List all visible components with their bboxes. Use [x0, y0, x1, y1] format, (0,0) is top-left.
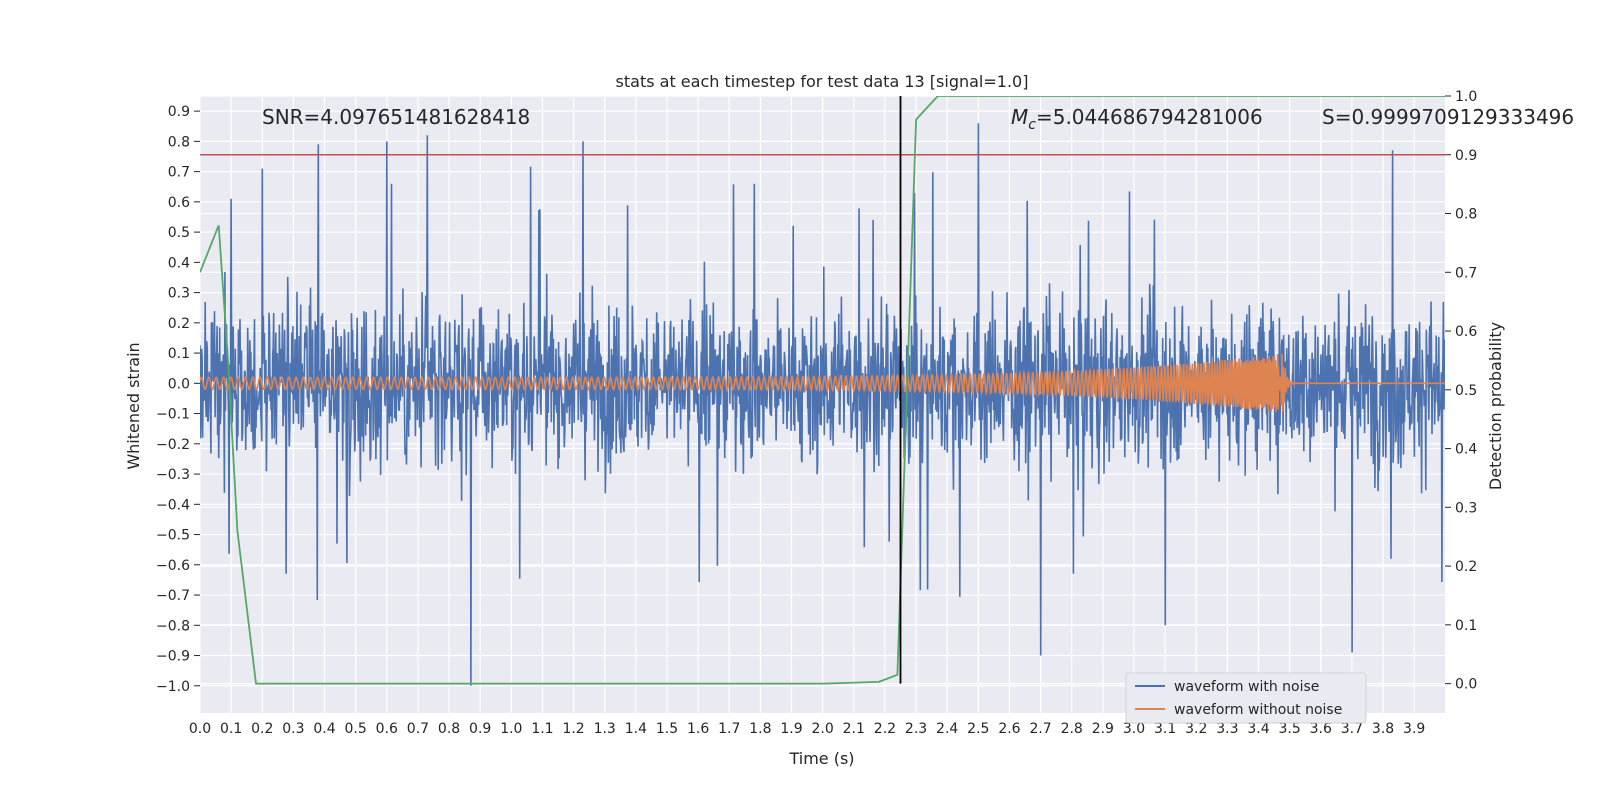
x-tick-label: 2.2 — [874, 721, 896, 737]
x-axis-ticks: 0.0 0.1 0.2 0.3 0.4 0.5 0.6 0.7 0.8 0.9 1.0 1.1 1.2 1… — [189, 721, 1425, 737]
y-tick-label: −0.9 — [156, 649, 190, 665]
x-tick-label: 3.3 — [1216, 721, 1238, 737]
mc-value: =5.044686794281006 — [1036, 105, 1263, 129]
y-tick-label: 0.2 — [168, 316, 190, 332]
y-tick-label: −0.8 — [156, 618, 190, 634]
y-tick-label: 0.6 — [168, 195, 190, 211]
x-tick-label: 1.8 — [749, 721, 771, 737]
x-tick-label: 1.5 — [656, 721, 678, 737]
x-axis-label: Time (s) — [788, 749, 854, 768]
y-tick-label: 0.3 — [168, 286, 190, 302]
y-axis-label: Whitened strain — [124, 342, 143, 469]
y-tick-label: 0.7 — [168, 165, 190, 181]
snr-annotation: SNR=4.097651481628418 — [262, 105, 530, 129]
x-tick-label: 1.3 — [594, 721, 616, 737]
y2-tick-label: 0.9 — [1455, 148, 1477, 164]
s-annotation: S=0.9999709129333496 — [1322, 105, 1574, 129]
x-tick-label: 0.2 — [251, 721, 273, 737]
y2-tick-label: 0.4 — [1455, 442, 1477, 458]
x-tick-label: 1.2 — [562, 721, 584, 737]
y-tick-label: −0.7 — [156, 588, 190, 604]
x-tick-label: 3.6 — [1310, 721, 1332, 737]
mc-symbol: M — [1011, 105, 1028, 129]
series-detection-probability — [200, 96, 1445, 685]
y2-tick-label: 0.6 — [1455, 324, 1477, 340]
legend-label-clean: waveform without noise — [1174, 702, 1342, 718]
mc-subscript: c — [1028, 117, 1036, 133]
x-tick-label: 2.8 — [1061, 721, 1083, 737]
series-waveform-without-noise — [200, 353, 1445, 413]
mc-annotation: Mc=5.044686794281006 — [1011, 105, 1263, 133]
y-tick-label: −0.4 — [156, 497, 190, 513]
y-tick-label: −0.2 — [156, 437, 190, 453]
legend-box — [1125, 672, 1367, 724]
x-tick-label: 2.6 — [998, 721, 1020, 737]
x-tick-label: 3.0 — [1123, 721, 1145, 737]
y2-axis-label: Detection probability — [1486, 322, 1505, 490]
y-tick-label: −1.0 — [156, 679, 190, 695]
x-tick-label: 1.7 — [718, 721, 740, 737]
x-tick-label: 0.6 — [376, 721, 398, 737]
y-tick-label: 0.8 — [168, 134, 190, 150]
x-tick-label: 1.9 — [780, 721, 802, 737]
x-tick-label: 1.4 — [625, 721, 647, 737]
x-tick-label: 0.7 — [407, 721, 429, 737]
x-tick-label: 2.7 — [1029, 721, 1051, 737]
x-tick-label: 3.5 — [1279, 721, 1301, 737]
legend-label-noise: waveform with noise — [1174, 679, 1319, 695]
x-tick-label: 3.2 — [1185, 721, 1207, 737]
y2-tick-label: 0.8 — [1455, 207, 1477, 223]
chart-title: stats at each timestep for test data 13 … — [616, 72, 1029, 91]
y2-tick-label: 1.0 — [1455, 89, 1477, 105]
y2-tick-label: 0.7 — [1455, 265, 1477, 281]
x-tick-label: 3.1 — [1154, 721, 1176, 737]
x-tick-label: 0.9 — [469, 721, 491, 737]
x-tick-label: 0.3 — [282, 721, 304, 737]
x-tick-label: 2.4 — [936, 721, 958, 737]
x-tick-label: 1.0 — [500, 721, 522, 737]
x-tick-label: 3.4 — [1247, 721, 1269, 737]
x-tick-label: 2.0 — [812, 721, 834, 737]
x-tick-label: 0.0 — [189, 721, 211, 737]
y-tick-label: −0.1 — [156, 407, 190, 423]
plot-area — [200, 96, 1445, 686]
y2-tick-label: 0.1 — [1455, 618, 1477, 634]
x-tick-label: 3.9 — [1403, 721, 1425, 737]
x-tick-label: 2.1 — [843, 721, 865, 737]
y-tick-label: −0.3 — [156, 467, 190, 483]
y2-axis-ticks: 0.0 0.1 0.2 0.3 0.4 0.5 0.6 0.7 0.8 0.9 1.0 — [1445, 89, 1477, 693]
x-tick-label: 3.7 — [1341, 721, 1363, 737]
y-tick-label: 0.9 — [168, 104, 190, 120]
x-tick-label: 2.5 — [967, 721, 989, 737]
y2-tick-label: 0.0 — [1455, 677, 1477, 693]
x-tick-label: 3.8 — [1372, 721, 1394, 737]
x-tick-label: 0.1 — [220, 721, 242, 737]
y2-tick-label: 0.2 — [1455, 559, 1477, 575]
series-layer — [200, 96, 1445, 686]
x-tick-label: 1.1 — [531, 721, 553, 737]
y-axis-ticks: −1.0 −0.9 −0.8 −0.7 −0.6 −0.5 −0.4 −0.3 −0.2 −0.1… — [156, 104, 200, 695]
y-tick-label: −0.6 — [156, 558, 190, 574]
y-tick-label: 0.4 — [168, 255, 190, 271]
y-tick-label: −0.5 — [156, 528, 190, 544]
y2-tick-label: 0.3 — [1455, 500, 1477, 516]
x-tick-label: 0.8 — [438, 721, 460, 737]
x-tick-label: 0.4 — [313, 721, 335, 737]
y-tick-label: 0.1 — [168, 346, 190, 362]
x-tick-label: 1.6 — [687, 721, 709, 737]
y2-tick-label: 0.5 — [1455, 383, 1477, 399]
y-tick-label: 0.0 — [168, 376, 190, 392]
x-tick-label: 2.9 — [1092, 721, 1114, 737]
y-tick-label: 0.5 — [168, 225, 190, 241]
x-tick-label: 2.3 — [905, 721, 927, 737]
legend: waveform with noise waveform without noi… — [1125, 672, 1367, 724]
x-tick-label: 0.5 — [345, 721, 367, 737]
